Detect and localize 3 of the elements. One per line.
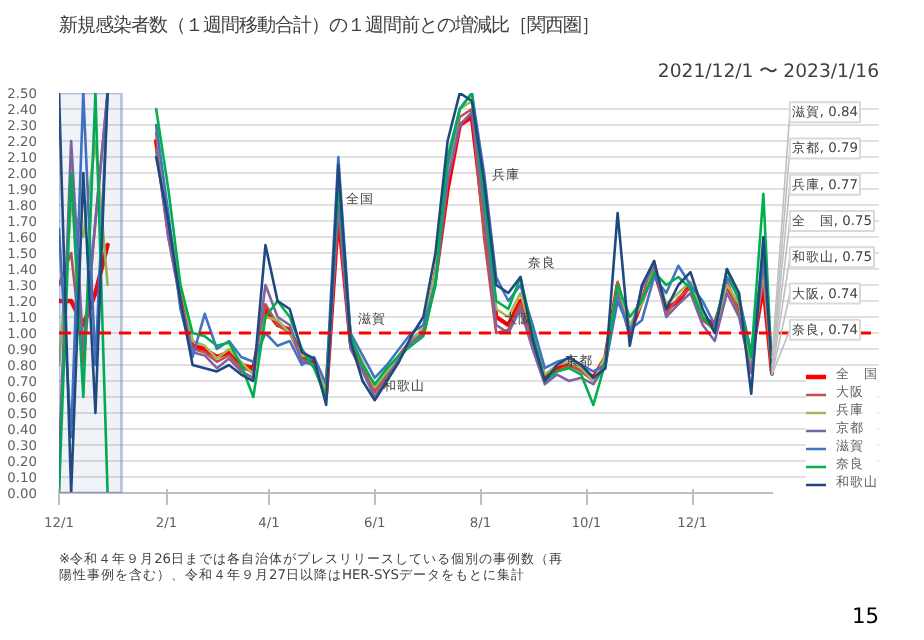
text: 15 xyxy=(851,603,880,629)
chart-title: 新規感染者数（１週間移動合計）の１週間前との増減比［関西圏］ xyxy=(59,15,599,37)
chart-subtitle: 2021/12/1 〜 2023/1/16 xyxy=(657,61,880,83)
